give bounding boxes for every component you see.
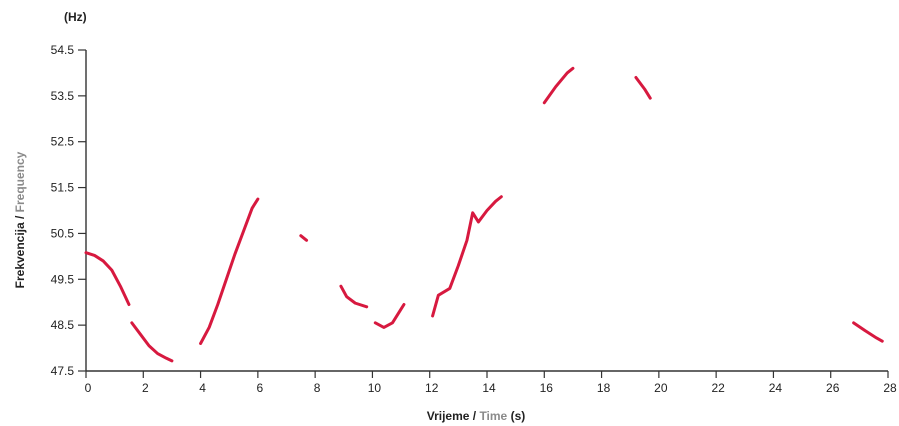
frequency-trace-10 [852,321,884,343]
x-axis-title: Vrijeme / Time (s) [427,409,526,423]
frequency-trace-1 [84,251,131,307]
x-tick-label: 24 [769,381,783,395]
y-axis-title: Frekvencija / Frequency [13,151,27,288]
x-axis-title-secondary: Time [479,409,507,423]
frequency-trace-4 [299,234,309,242]
frequency-trace-8 [542,66,575,105]
y-tick-label: 54.5 [51,43,75,57]
x-tick-label: 14 [482,381,496,395]
y-tick-label: 48.5 [51,318,75,332]
y-axis-title-secondary: Frequency [13,151,27,212]
x-tick-label: 20 [654,381,668,395]
x-tick-label: 26 [826,381,840,395]
y-tick-label: 47.5 [51,364,75,378]
x-tick-label: 10 [368,381,382,395]
x-axis-title-primary: Vrijeme / [427,409,480,423]
y-tick-label: 50.5 [51,226,75,240]
frequency-trace-3 [199,197,260,345]
x-tick-label: 4 [199,381,206,395]
x-tick-label: 2 [142,381,149,395]
y-axis-unit-label: (Hz) [64,10,87,24]
y-tick-label: 52.5 [51,135,75,149]
frequency-trace-5 [339,284,369,309]
x-axis-title-suffix: (s) [511,409,526,423]
frequency-trace-9 [634,76,652,100]
y-tick-label: 53.5 [51,89,75,103]
y-axis-title-primary: Frekvencija / [13,212,27,288]
x-tick-label: 16 [540,381,554,395]
x-tick-label: 6 [257,381,264,395]
x-tick-label: 22 [711,381,725,395]
plot-area: 47.548.549.550.551.552.553.554.50 2 4 6 8 10 1… [51,43,897,395]
x-tick-label: 18 [597,381,611,395]
x-tick-label: 8 [314,381,321,395]
y-tick-label: 51.5 [51,181,75,195]
frequency-trace-6 [373,303,406,329]
x-tick-label: 12 [425,381,439,395]
x-tick-label: 0 [85,381,92,395]
frequency-trace-7 [431,195,503,318]
x-tick-label: 28 [883,381,897,395]
y-tick-label: 49.5 [51,272,75,286]
frequency-trace-2 [130,321,174,363]
